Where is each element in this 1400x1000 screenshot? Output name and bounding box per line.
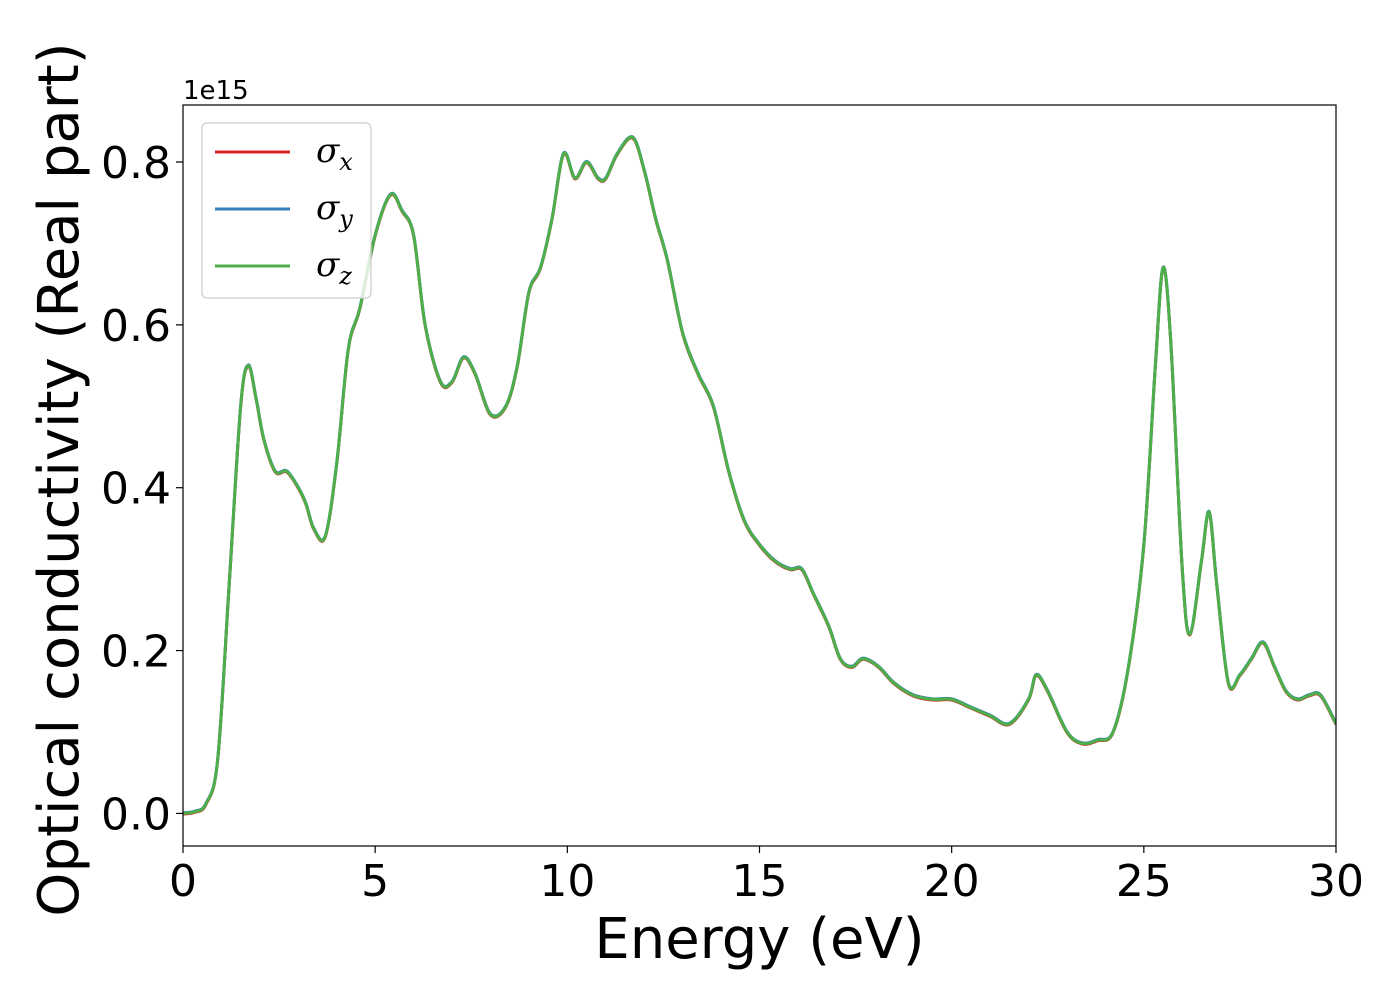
y-tick-label: 0.2	[101, 627, 171, 678]
y-offset-label: 1e15	[183, 76, 249, 106]
y-tick-label: 0.4	[101, 464, 171, 515]
ticks-layer: 0 5 10 15 20 25 30 0.0 0.2 0.4 0.6 0.8	[101, 138, 1364, 907]
legend-label-sigma-y: σy	[316, 188, 353, 233]
x-tick-label: 5	[361, 856, 389, 907]
x-tick-label: 25	[1116, 856, 1172, 907]
legend-label-sigma-z: σz	[316, 245, 352, 290]
plot-frame	[182, 104, 1337, 847]
x-tick-label: 0	[169, 856, 197, 907]
series-layer	[183, 135, 1336, 816]
legend-label-sigma-x: σx	[316, 131, 353, 176]
x-tick-label: 10	[539, 856, 595, 907]
y-tick-label: 0.0	[101, 789, 171, 840]
series-line-sigma-z	[183, 135, 1336, 815]
y-tick-label: 0.6	[101, 301, 171, 352]
y-tick-label: 0.8	[101, 138, 171, 189]
x-tick-label: 15	[732, 856, 788, 907]
x-axis-title: Energy (eV)	[594, 907, 924, 972]
x-tick-label: 20	[924, 856, 980, 907]
legend: σx σy σz	[201, 122, 372, 299]
y-axis-title: Optical conductivity (Real part)	[27, 42, 92, 916]
x-tick-label: 30	[1308, 856, 1364, 907]
